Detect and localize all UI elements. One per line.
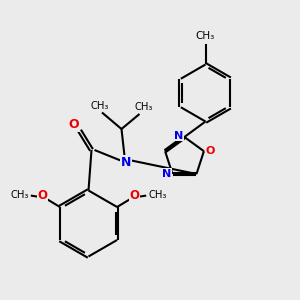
Text: CH₃: CH₃	[10, 190, 28, 200]
Text: O: O	[206, 146, 215, 156]
Text: N: N	[121, 155, 131, 169]
Text: N: N	[162, 169, 171, 179]
Text: CH₃: CH₃	[135, 102, 153, 112]
Text: CH₃: CH₃	[196, 31, 215, 41]
Text: O: O	[130, 189, 140, 203]
Text: O: O	[69, 118, 80, 131]
Text: N: N	[174, 130, 183, 141]
Text: CH₃: CH₃	[90, 101, 109, 111]
Text: CH₃: CH₃	[148, 190, 167, 200]
Text: O: O	[38, 189, 47, 203]
